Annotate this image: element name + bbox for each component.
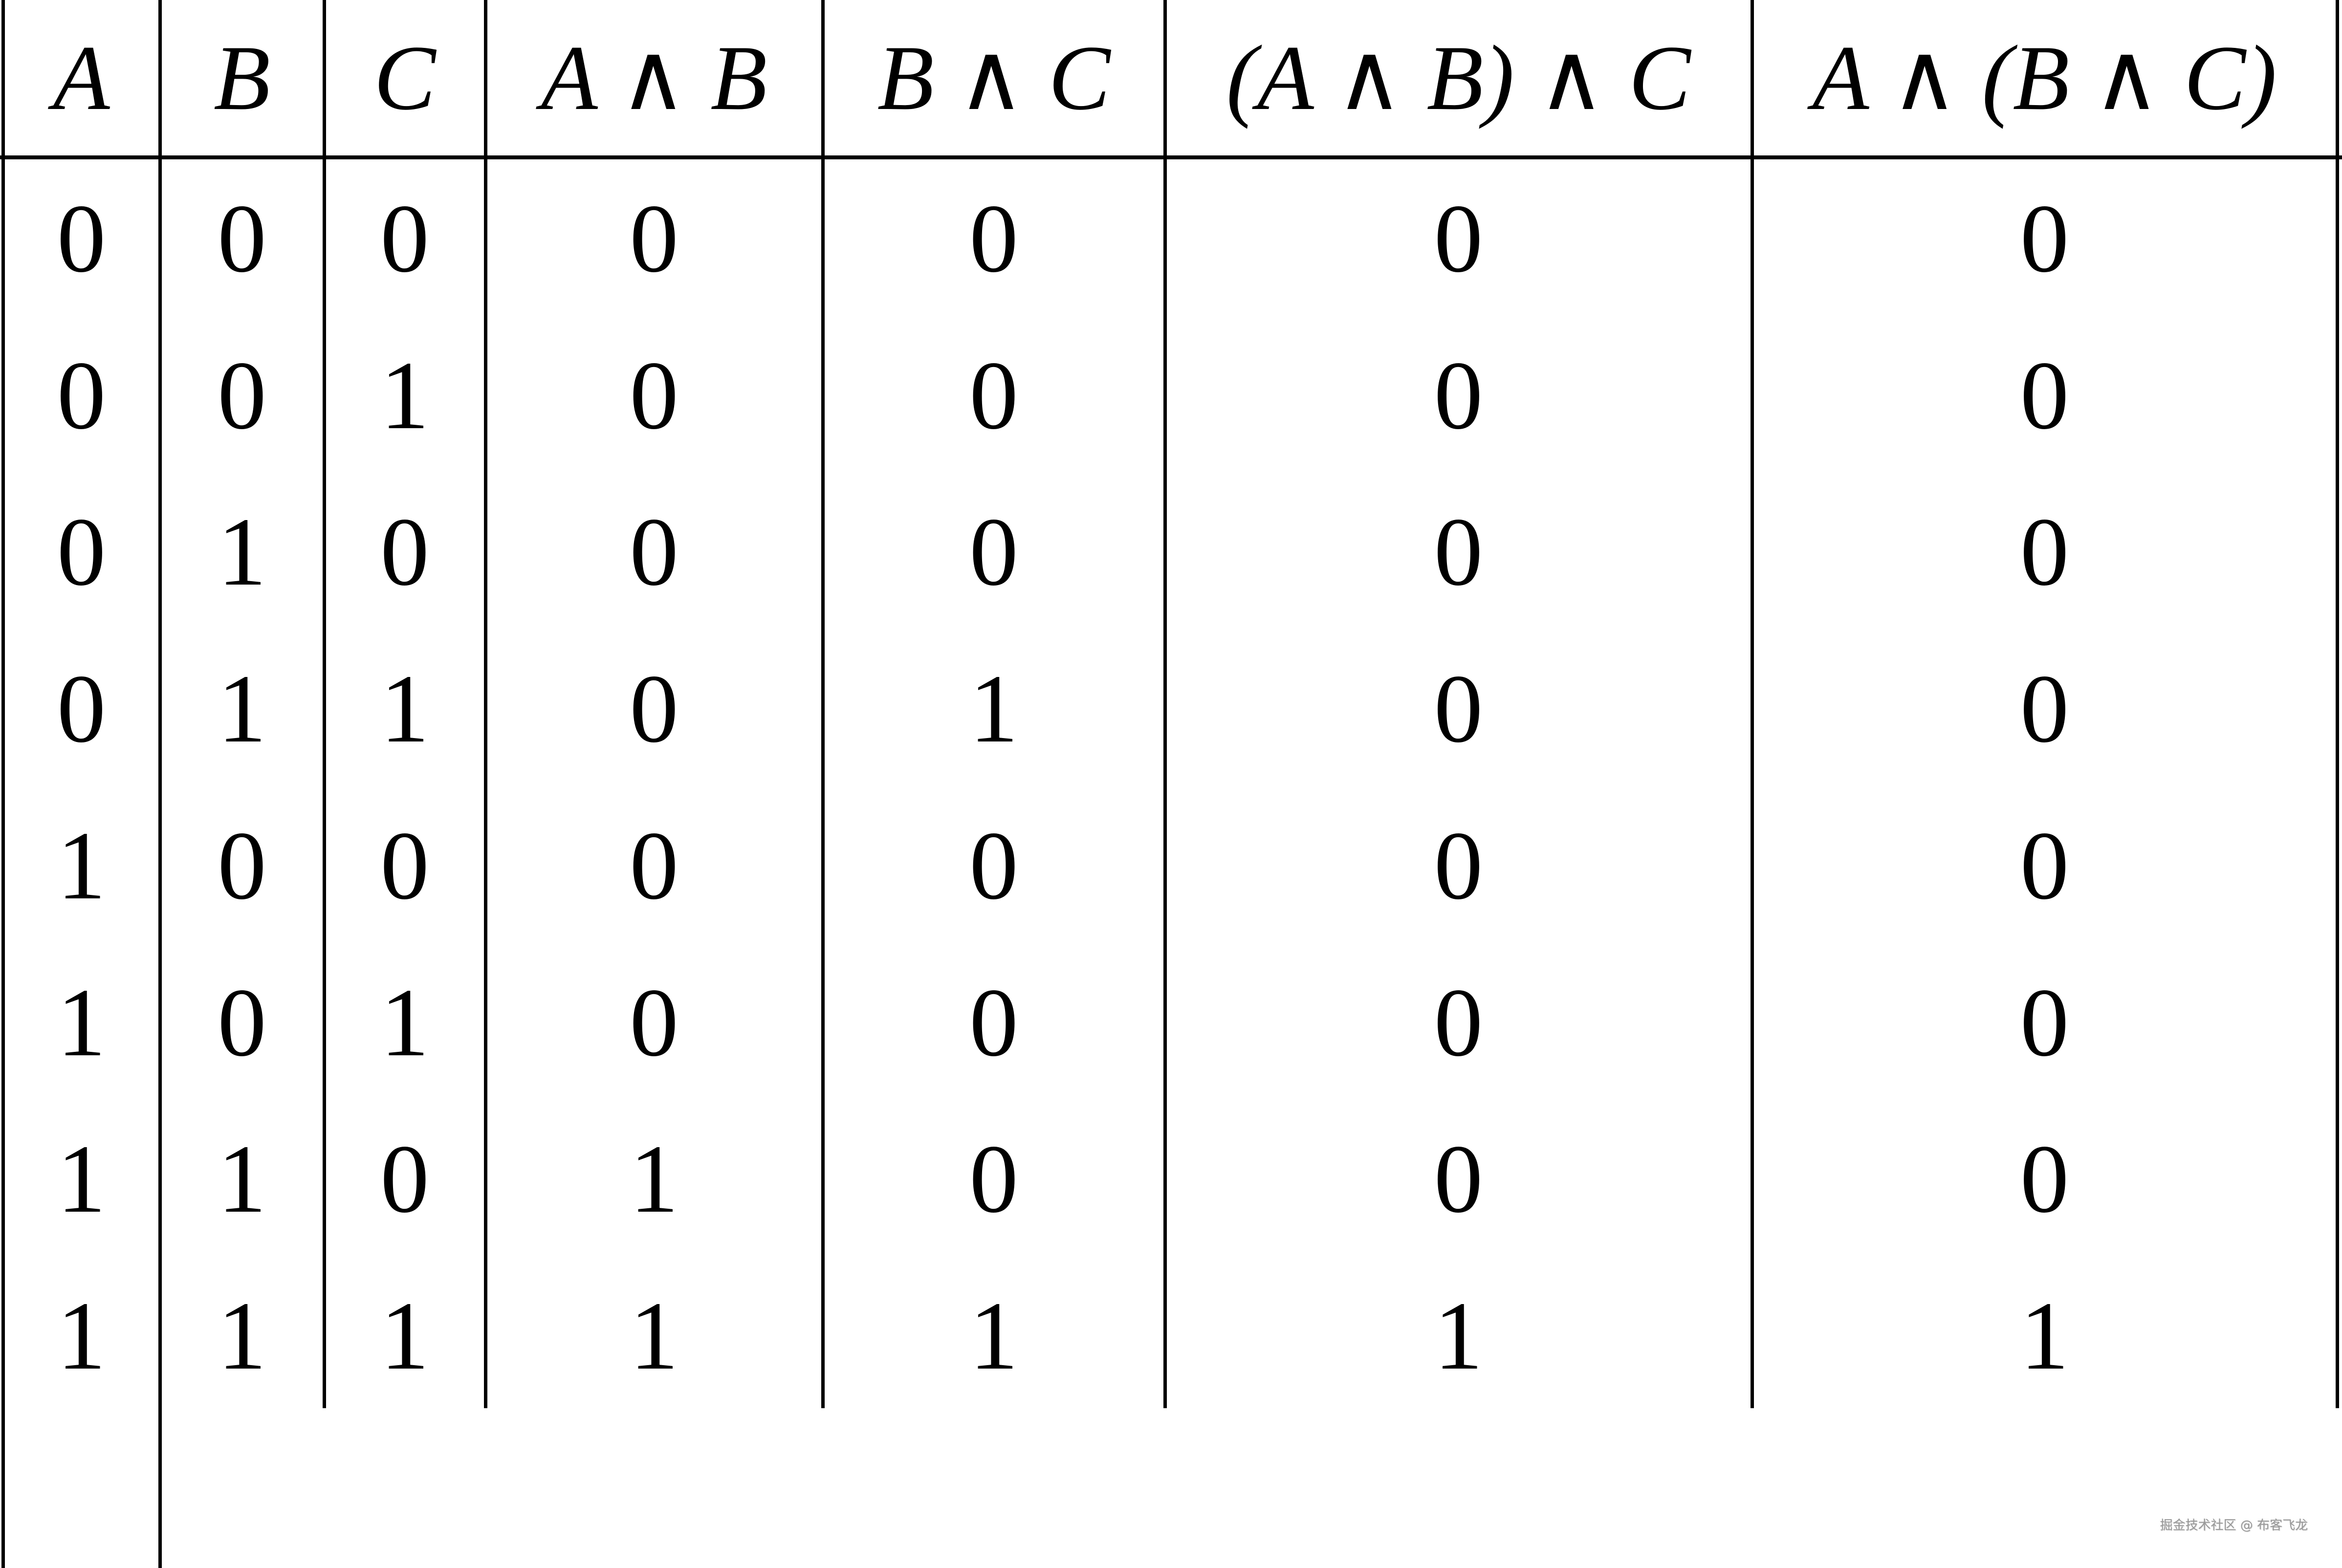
- column-header: A ∧ (B ∧ C): [1812, 27, 2277, 130]
- table-cell: 1: [969, 1282, 1018, 1390]
- column-divider: [1, 0, 5, 1568]
- table-cell: 1: [630, 1282, 679, 1390]
- table-cell: 0: [218, 812, 266, 920]
- column-header: A ∧ B: [541, 27, 767, 130]
- table-cell: 0: [630, 185, 679, 293]
- table-cell: 0: [2020, 1125, 2069, 1233]
- table-cell: 0: [1434, 498, 1483, 606]
- table-cell: 0: [2020, 498, 2069, 606]
- table-cell: 1: [57, 969, 106, 1077]
- table-cell: 1: [380, 1282, 429, 1390]
- table-cell: 0: [969, 498, 1018, 606]
- table-cell: 0: [1434, 655, 1483, 763]
- table-cell: 1: [218, 1282, 266, 1390]
- table-cell: 0: [630, 498, 679, 606]
- table-cell: 1: [969, 655, 1018, 763]
- watermark: 掘金技术社区 @ 布客飞龙: [2160, 1518, 2308, 1533]
- column-divider: [1163, 0, 1167, 1408]
- table-cell: 0: [218, 969, 266, 1077]
- table-cell: 1: [630, 1125, 679, 1233]
- table-cell: 0: [380, 1125, 429, 1233]
- column-divider: [484, 0, 487, 1408]
- table-cell: 0: [1434, 342, 1483, 450]
- table-cell: 1: [57, 1125, 106, 1233]
- table-cell: 0: [969, 812, 1018, 920]
- column-header: C: [373, 27, 436, 130]
- table-cell: 1: [380, 655, 429, 763]
- column-divider: [1751, 0, 1754, 1408]
- header-divider: [0, 155, 2342, 159]
- table-cell: 0: [380, 812, 429, 920]
- table-cell: 1: [380, 969, 429, 1077]
- table-cell: 1: [218, 655, 266, 763]
- table-cell: 0: [969, 342, 1018, 450]
- table-cell: 0: [969, 1125, 1018, 1233]
- table-cell: 1: [380, 342, 429, 450]
- table-cell: 0: [1434, 1125, 1483, 1233]
- table-cell: 1: [57, 812, 106, 920]
- table-cell: 0: [2020, 342, 2069, 450]
- table-cell: 1: [1434, 1282, 1483, 1390]
- table-cell: 0: [630, 812, 679, 920]
- table-cell: 0: [218, 342, 266, 450]
- table-cell: 0: [630, 342, 679, 450]
- table-cell: 0: [2020, 812, 2069, 920]
- table-cell: 0: [630, 969, 679, 1077]
- table-cell: 0: [1434, 969, 1483, 1077]
- column-header: B ∧ C: [877, 27, 1111, 130]
- column-header: B: [213, 27, 271, 130]
- table-cell: 0: [969, 185, 1018, 293]
- table-cell: 0: [2020, 655, 2069, 763]
- column-divider: [323, 0, 326, 1408]
- column-divider: [2336, 0, 2339, 1408]
- table-cell: 0: [1434, 812, 1483, 920]
- table-cell: 1: [218, 1125, 266, 1233]
- table-cell: 0: [630, 655, 679, 763]
- table-cell: 0: [969, 969, 1018, 1077]
- column-divider: [821, 0, 825, 1408]
- table-cell: 0: [218, 185, 266, 293]
- table-cell: 1: [2020, 1282, 2069, 1390]
- table-cell: 0: [57, 342, 106, 450]
- table-cell: 0: [57, 498, 106, 606]
- table-cell: 0: [2020, 969, 2069, 1077]
- table-cell: 0: [380, 185, 429, 293]
- column-divider: [158, 0, 162, 1568]
- table-cell: 0: [2020, 185, 2069, 293]
- table-cell: 1: [57, 1282, 106, 1390]
- table-cell: 0: [57, 655, 106, 763]
- table-cell: 0: [57, 185, 106, 293]
- column-header: A: [53, 27, 110, 130]
- table-cell: 0: [380, 498, 429, 606]
- table-cell: 1: [218, 498, 266, 606]
- table-cell: 0: [1434, 185, 1483, 293]
- column-header: (A ∧ B) ∧ C: [1226, 27, 1691, 130]
